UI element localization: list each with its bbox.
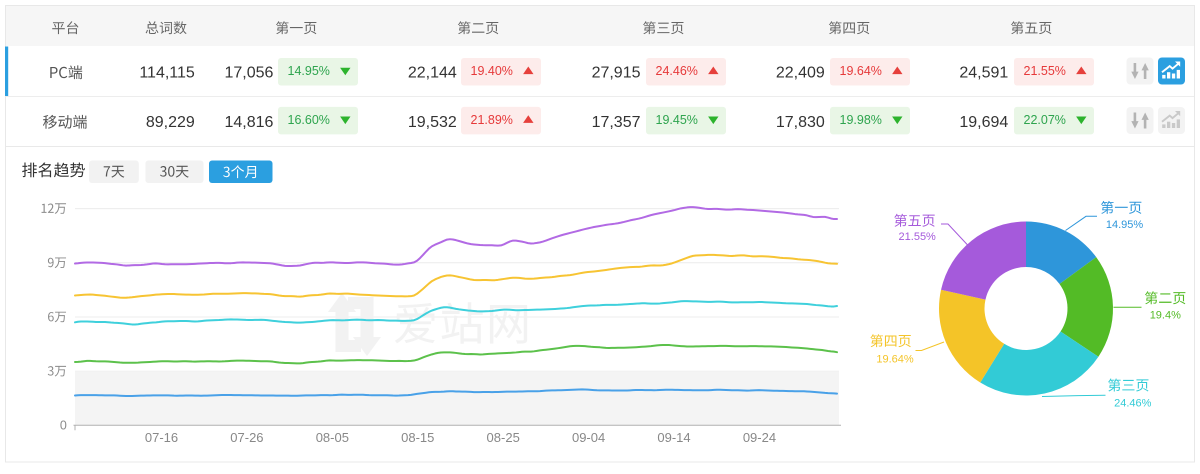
svg-text:19.45%: 19.45%: [656, 113, 698, 127]
svg-text:22,409: 22,409: [776, 65, 825, 82]
svg-text:22,144: 22,144: [408, 65, 457, 82]
svg-text:19,694: 19,694: [959, 114, 1008, 131]
svg-text:24.46%: 24.46%: [1114, 397, 1152, 409]
svg-text:09-14: 09-14: [657, 430, 690, 445]
svg-text:89,229: 89,229: [146, 114, 195, 131]
svg-text:0: 0: [60, 419, 67, 433]
svg-text:22.07%: 22.07%: [1024, 113, 1066, 127]
svg-text:19.40%: 19.40%: [471, 64, 513, 78]
svg-text:19.98%: 19.98%: [840, 113, 882, 127]
svg-text:07-16: 07-16: [145, 430, 178, 445]
svg-text:08-25: 08-25: [487, 430, 520, 445]
svg-text:24,591: 24,591: [959, 65, 1008, 82]
svg-text:27,915: 27,915: [592, 65, 641, 82]
svg-text:114,115: 114,115: [139, 65, 195, 82]
svg-text:19.4%: 19.4%: [1150, 309, 1181, 321]
svg-text:17,357: 17,357: [592, 114, 641, 131]
svg-text:19.64%: 19.64%: [840, 64, 882, 78]
svg-text:09-24: 09-24: [743, 430, 776, 445]
svg-text:14.95%: 14.95%: [288, 64, 330, 78]
svg-text:16.60%: 16.60%: [288, 113, 330, 127]
svg-text:19,532: 19,532: [408, 114, 457, 131]
svg-text:17,056: 17,056: [224, 65, 273, 82]
svg-text:24.46%: 24.46%: [656, 64, 698, 78]
svg-text:14.95%: 14.95%: [1106, 219, 1144, 231]
svg-text:08-05: 08-05: [316, 430, 349, 445]
svg-text:17,830: 17,830: [776, 114, 825, 131]
svg-text:07-26: 07-26: [230, 430, 263, 445]
svg-text:14,816: 14,816: [224, 114, 273, 131]
svg-text:08-15: 08-15: [401, 430, 434, 445]
svg-text:19.64%: 19.64%: [876, 354, 914, 366]
svg-text:09-04: 09-04: [572, 430, 605, 445]
svg-text:21.55%: 21.55%: [1024, 64, 1066, 78]
svg-text:21.89%: 21.89%: [471, 113, 513, 127]
svg-text:21.55%: 21.55%: [899, 231, 937, 243]
